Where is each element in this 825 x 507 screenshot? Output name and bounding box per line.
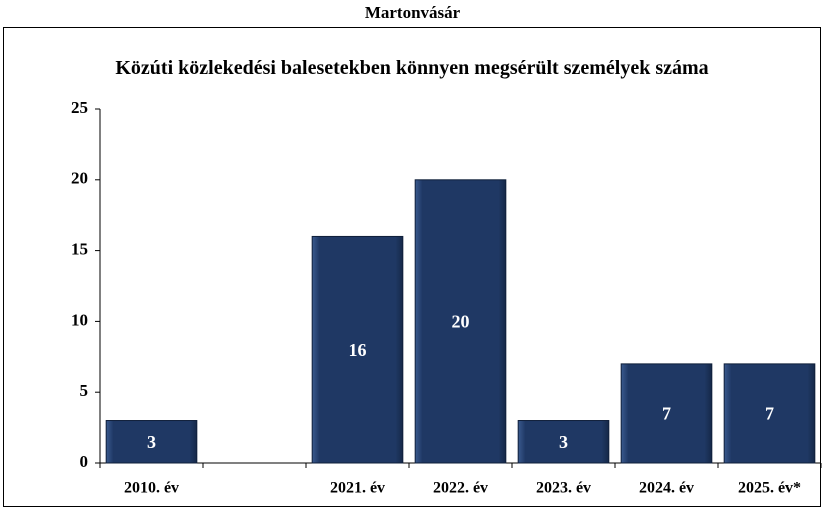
x-tick-label: 2021. év <box>330 480 385 497</box>
header-title: Martonvásár <box>364 3 461 22</box>
y-tick-label: 20 <box>71 169 88 188</box>
x-tick-label: 2025. év* <box>738 480 801 497</box>
x-tick-label: 2010. év <box>124 480 179 497</box>
data-label: 3 <box>559 432 568 452</box>
data-label: 7 <box>765 404 774 424</box>
data-label: 16 <box>349 340 367 360</box>
data-label: 7 <box>662 404 671 424</box>
x-tick-label: 2024. év <box>639 480 694 497</box>
y-tick-label: 15 <box>71 240 88 259</box>
y-tick-label: 10 <box>71 310 88 329</box>
bar <box>517 420 610 464</box>
data-label: 20 <box>452 312 470 332</box>
bar <box>414 179 507 464</box>
bar <box>620 363 713 464</box>
data-label: 3 <box>147 432 156 452</box>
y-tick-label: 0 <box>80 452 89 471</box>
bar <box>723 363 816 464</box>
y-tick-label: 5 <box>80 381 89 400</box>
bar <box>311 235 404 464</box>
chart-title: Közúti közlekedési balesetekben könnyen … <box>115 57 709 79</box>
x-tick-label: 2022. év <box>433 480 488 497</box>
y-tick-label: 25 <box>71 98 88 117</box>
x-tick-label: 2023. év <box>536 480 591 497</box>
bar <box>105 420 198 464</box>
